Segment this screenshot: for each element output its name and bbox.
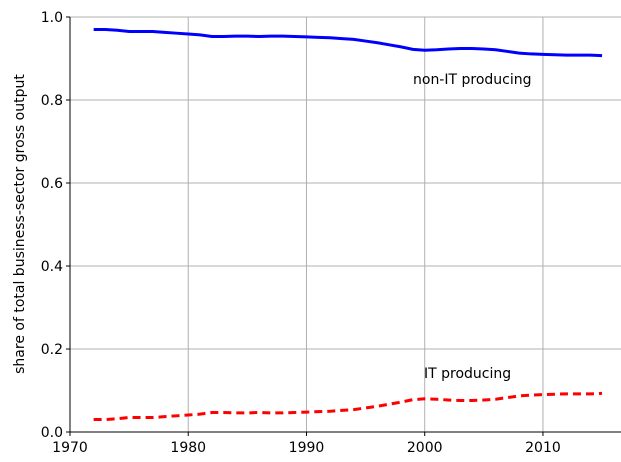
y-axis-label: share of total business-sector gross out…	[12, 74, 28, 374]
y-tick-label: 0.8	[41, 93, 63, 109]
line	[93, 27, 603, 58]
x-tick-label: 2010	[525, 440, 561, 456]
y-tick-label: 0.2	[41, 342, 63, 358]
y-tick-label: 0.4	[41, 259, 63, 275]
y-tick-label: 0.0	[41, 425, 63, 441]
x-tick-label: 2000	[407, 440, 443, 456]
x-tick-label: 1990	[289, 440, 325, 456]
line	[93, 391, 603, 422]
series-label: IT producing	[424, 366, 511, 382]
series-label: non-IT producing	[413, 72, 532, 88]
x-tick-label: 1970	[52, 440, 88, 456]
y-tick-label: 1.0	[41, 10, 63, 26]
x-tick-label: 1980	[170, 440, 206, 456]
y-tick-label: 0.6	[41, 176, 63, 192]
